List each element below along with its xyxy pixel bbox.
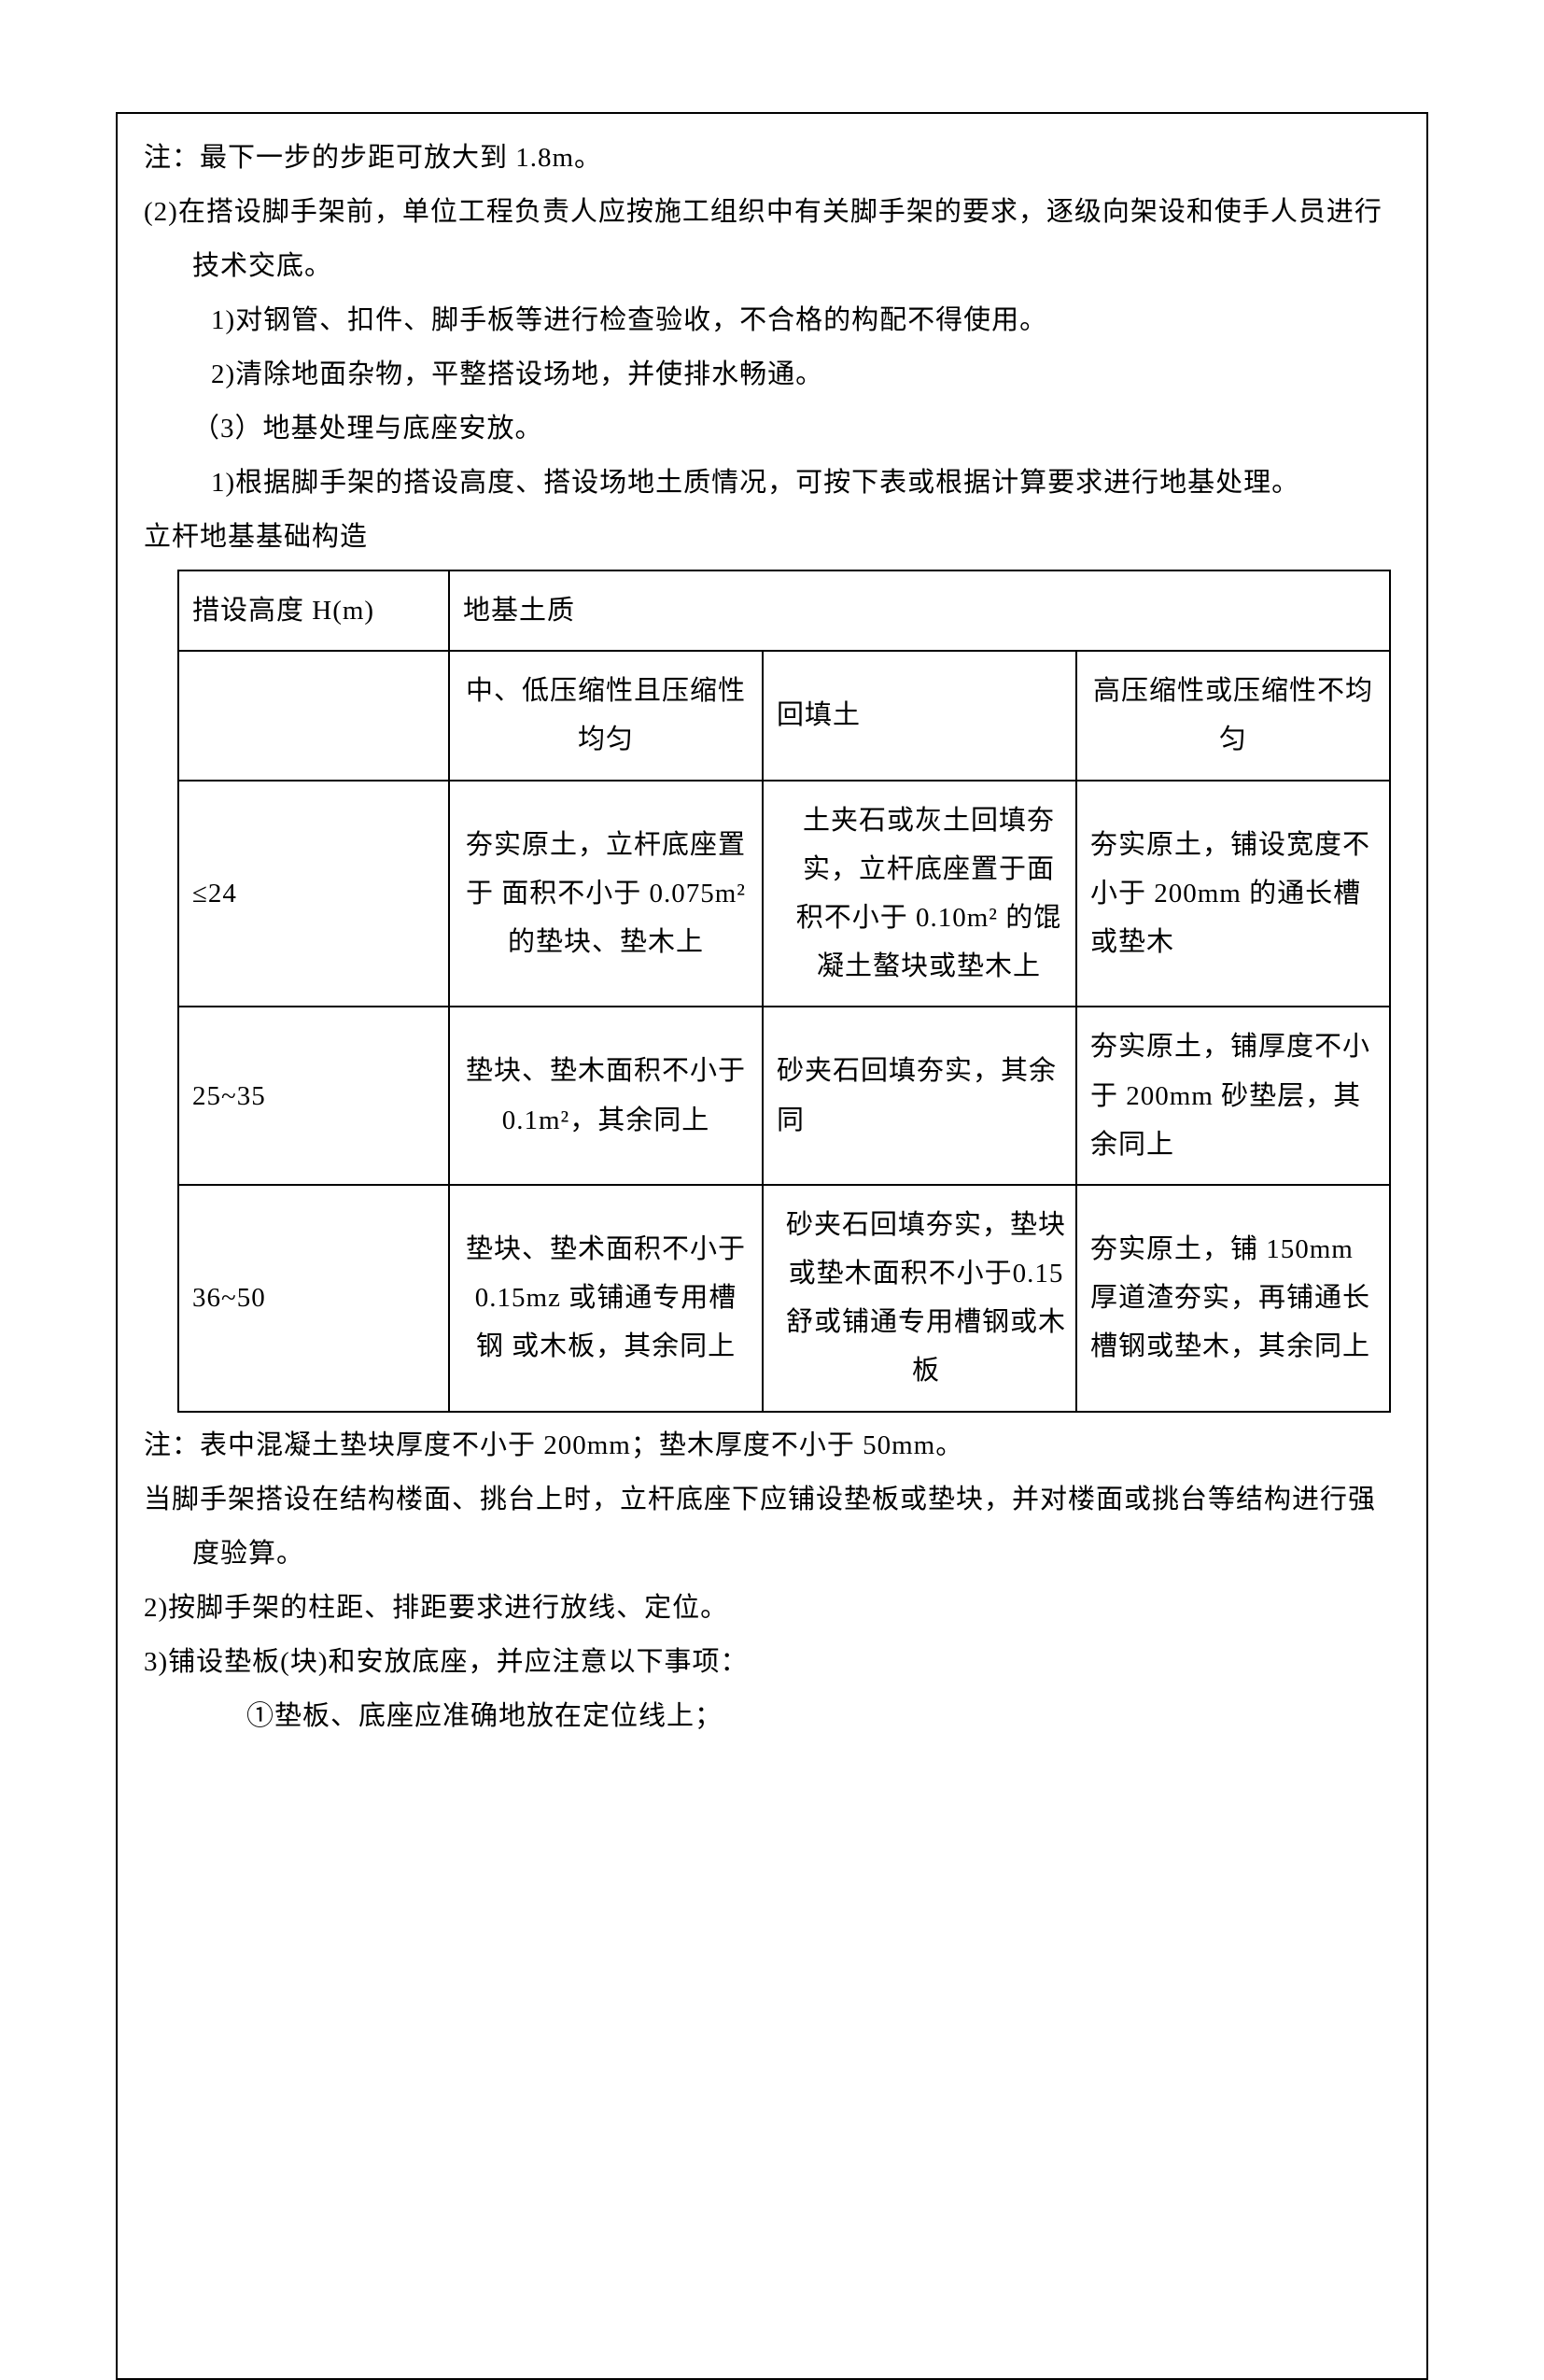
paragraph-2: (2)在搭设脚手架前，单位工程负责人应按施工组织中有关脚手架的要求，逐级向架设和… bbox=[144, 185, 1400, 293]
row2-c2: 砂夹石回填夯实，垫块或垫木面积不小于0.15 舒或铺通专用槽钢或木板 bbox=[763, 1185, 1076, 1412]
row0-c2: 土夹石或灰土回填夯实，立杆底座置于面积不小于 0.10m² 的馄凝土螯块或垫木上 bbox=[763, 781, 1076, 1007]
row2-c1: 垫块、垫术面积不小于0.15mz 或铺通专用槽钢 或木板，其余同上 bbox=[449, 1185, 763, 1412]
row0-c1: 夯实原土，立杆底座置于 面积不小于 0.075m² 的垫块、垫木上 bbox=[449, 781, 763, 1007]
subheader-3: 高压缩性或压缩性不均匀 bbox=[1076, 651, 1390, 780]
paragraph-2-2: 2)清除地面杂物，平整搭设场地，并使排水畅通。 bbox=[144, 347, 1400, 401]
foundation-table: 措设高度 H(m) 地基土质 中、低压缩性且压缩性均匀 回填土 高压缩性或压缩性… bbox=[177, 570, 1391, 1413]
after-2: 2)按脚手架的柱距、排距要求进行放线、定位。 bbox=[144, 1581, 1400, 1635]
row2-h: 36~50 bbox=[178, 1185, 449, 1412]
subheader-blank bbox=[178, 651, 449, 780]
row1-c1: 垫块、垫木面积不小于0.1m²，其余同上 bbox=[449, 1007, 763, 1185]
row1-c3: 夯实原土，铺厚度不小于 200mm 砂垫层，其余同上 bbox=[1076, 1007, 1390, 1185]
after-1: 当脚手架搭设在结构楼面、挑台上时，立杆底座下应铺设垫板或垫块，并对楼面或挑台等结… bbox=[144, 1485, 1376, 1569]
paragraph-2-1: 1)对钢管、扣件、脚手板等进行检查验收，不合格的构配不得使用。 bbox=[144, 293, 1400, 347]
subheader-2: 回填土 bbox=[763, 651, 1076, 780]
paragraph-3: （3）地基处理与底座安放。 bbox=[144, 401, 1400, 456]
subheader-1: 中、低压缩性且压缩性均匀 bbox=[449, 651, 763, 780]
after-1-line: 当脚手架搭设在结构楼面、挑台上时，立杆底座下应铺设垫板或垫块，并对楼面或挑台等结… bbox=[144, 1472, 1400, 1581]
table-subheader-row: 中、低压缩性且压缩性均匀 回填土 高压缩性或压缩性不均匀 bbox=[178, 651, 1390, 780]
paragraph-3-1: 1)根据脚手架的搭设高度、搭设场地土质情况，可按下表或根据计算要求进行地基处理。 bbox=[144, 456, 1400, 510]
col-header-height: 措设高度 H(m) bbox=[178, 570, 449, 651]
row1-h: 25~35 bbox=[178, 1007, 449, 1185]
table-header-row: 措设高度 H(m) 地基土质 bbox=[178, 570, 1390, 651]
table-row: 25~35 垫块、垫木面积不小于0.1m²，其余同上 砂夹石回填夯实，其余同 夯… bbox=[178, 1007, 1390, 1185]
row1-c2: 砂夹石回填夯实，其余同 bbox=[763, 1007, 1076, 1185]
document-frame: 注：最下一步的步距可放大到 1.8m。 (2)在搭设脚手架前，单位工程负责人应按… bbox=[116, 112, 1428, 2380]
table-row: 36~50 垫块、垫术面积不小于0.15mz 或铺通专用槽钢 或木板，其余同上 … bbox=[178, 1185, 1390, 1412]
after-4: ①垫板、底座应准确地放在定位线上； bbox=[144, 1689, 1400, 1743]
row0-h: ≤24 bbox=[178, 781, 449, 1007]
row0-c3: 夯实原土，铺设宽度不小于 200mm 的通长槽或垫木 bbox=[1076, 781, 1390, 1007]
note-table: 注：表中混凝土垫块厚度不小于 200mm；垫木厚度不小于 50mm。 bbox=[144, 1418, 1400, 1472]
table-title: 立杆地基基础构造 bbox=[144, 510, 1400, 564]
row2-c3: 夯实原土，铺 150mm 厚道渣夯实，再铺通长槽钢或垫木，其余同上 bbox=[1076, 1185, 1390, 1412]
table-row: ≤24 夯实原土，立杆底座置于 面积不小于 0.075m² 的垫块、垫木上 土夹… bbox=[178, 781, 1390, 1007]
after-3: 3)铺设垫板(块)和安放底座，并应注意以下事项： bbox=[144, 1635, 1400, 1689]
col-header-soil: 地基土质 bbox=[449, 570, 1390, 651]
note-top: 注：最下一步的步距可放大到 1.8m。 bbox=[144, 131, 1400, 185]
